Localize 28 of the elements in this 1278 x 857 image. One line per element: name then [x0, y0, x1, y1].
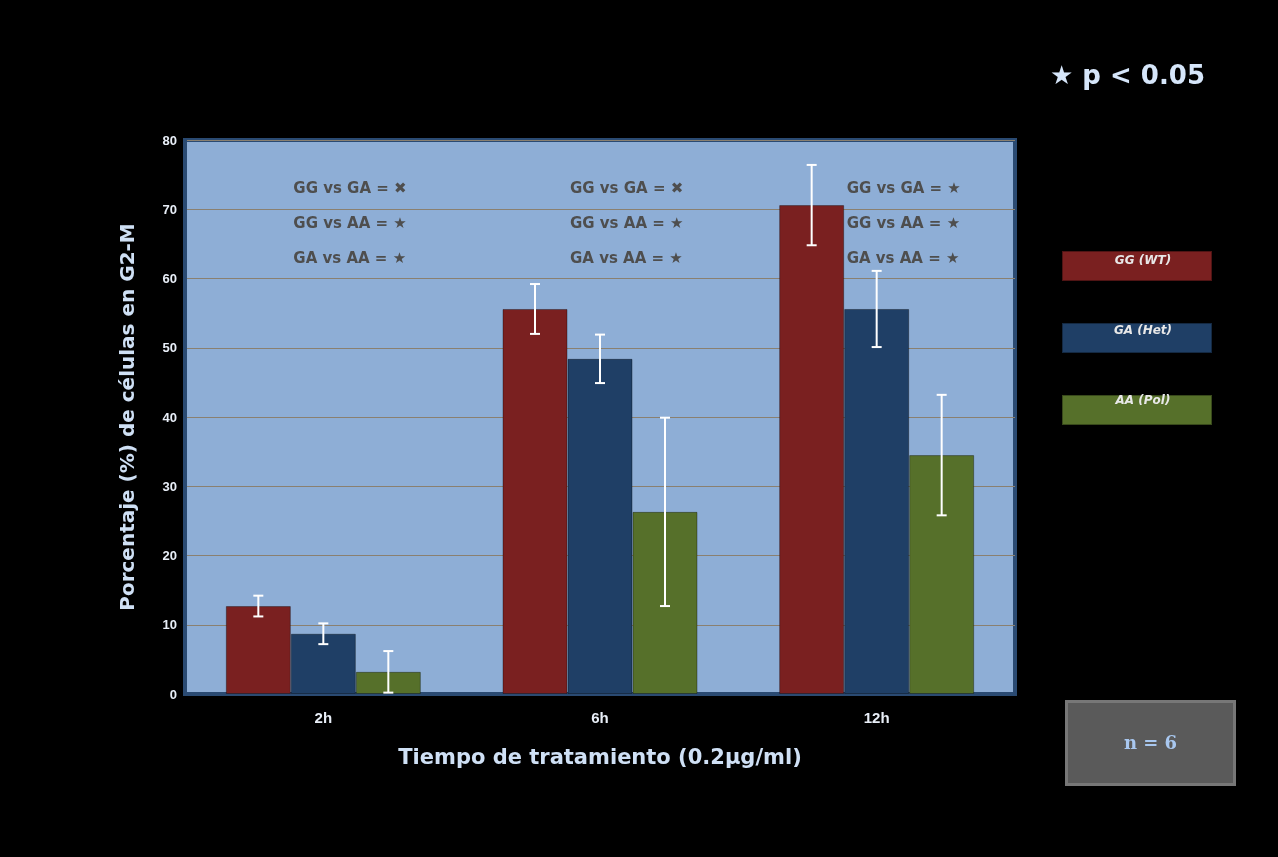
y-tick-label: 70 — [162, 201, 177, 217]
y-tick-label: 0 — [169, 686, 177, 702]
y-tick-label: 20 — [162, 548, 177, 563]
y-tick-label: 80 — [162, 132, 177, 148]
annotation: GG vs GA = ★ — [846, 179, 961, 198]
y-tick-label: 60 — [162, 271, 177, 286]
y-tick-label: 50 — [162, 340, 177, 356]
annotation: GG vs GA = ✖ — [570, 179, 684, 198]
annotation: GG vs GA = ✖ — [293, 179, 407, 198]
annotation: GA vs AA = ★ — [846, 248, 960, 267]
text: AA (Pol) — [1114, 392, 1172, 409]
text: GG (WT) — [1113, 252, 1173, 269]
text: n = 6 — [1065, 700, 1236, 786]
y-axis-title: Porcentaje (%) de células en G2-M — [115, 223, 139, 611]
annotation: GA vs AA = ★ — [293, 248, 407, 267]
x-tick-label: 6h — [591, 709, 609, 726]
x-tick-label: 2h — [314, 709, 333, 726]
y-tick-label: 30 — [162, 478, 177, 494]
x-tick-label: 12h — [863, 709, 890, 726]
annotation: GG vs AA = ★ — [570, 214, 684, 233]
text: GA (Het) — [1112, 322, 1174, 339]
annotation: GG vs AA = ★ — [293, 214, 407, 233]
y-tick-label: 40 — [162, 409, 177, 425]
text: ★ p < 0.05 — [1050, 60, 1206, 90]
annotation: GG vs AA = ★ — [846, 214, 961, 233]
y-tick-label: 10 — [162, 617, 177, 633]
annotation: GA vs AA = ★ — [570, 248, 683, 267]
x-axis-title: Tiempo de tratamiento (0.2µg/ml) — [398, 744, 802, 769]
